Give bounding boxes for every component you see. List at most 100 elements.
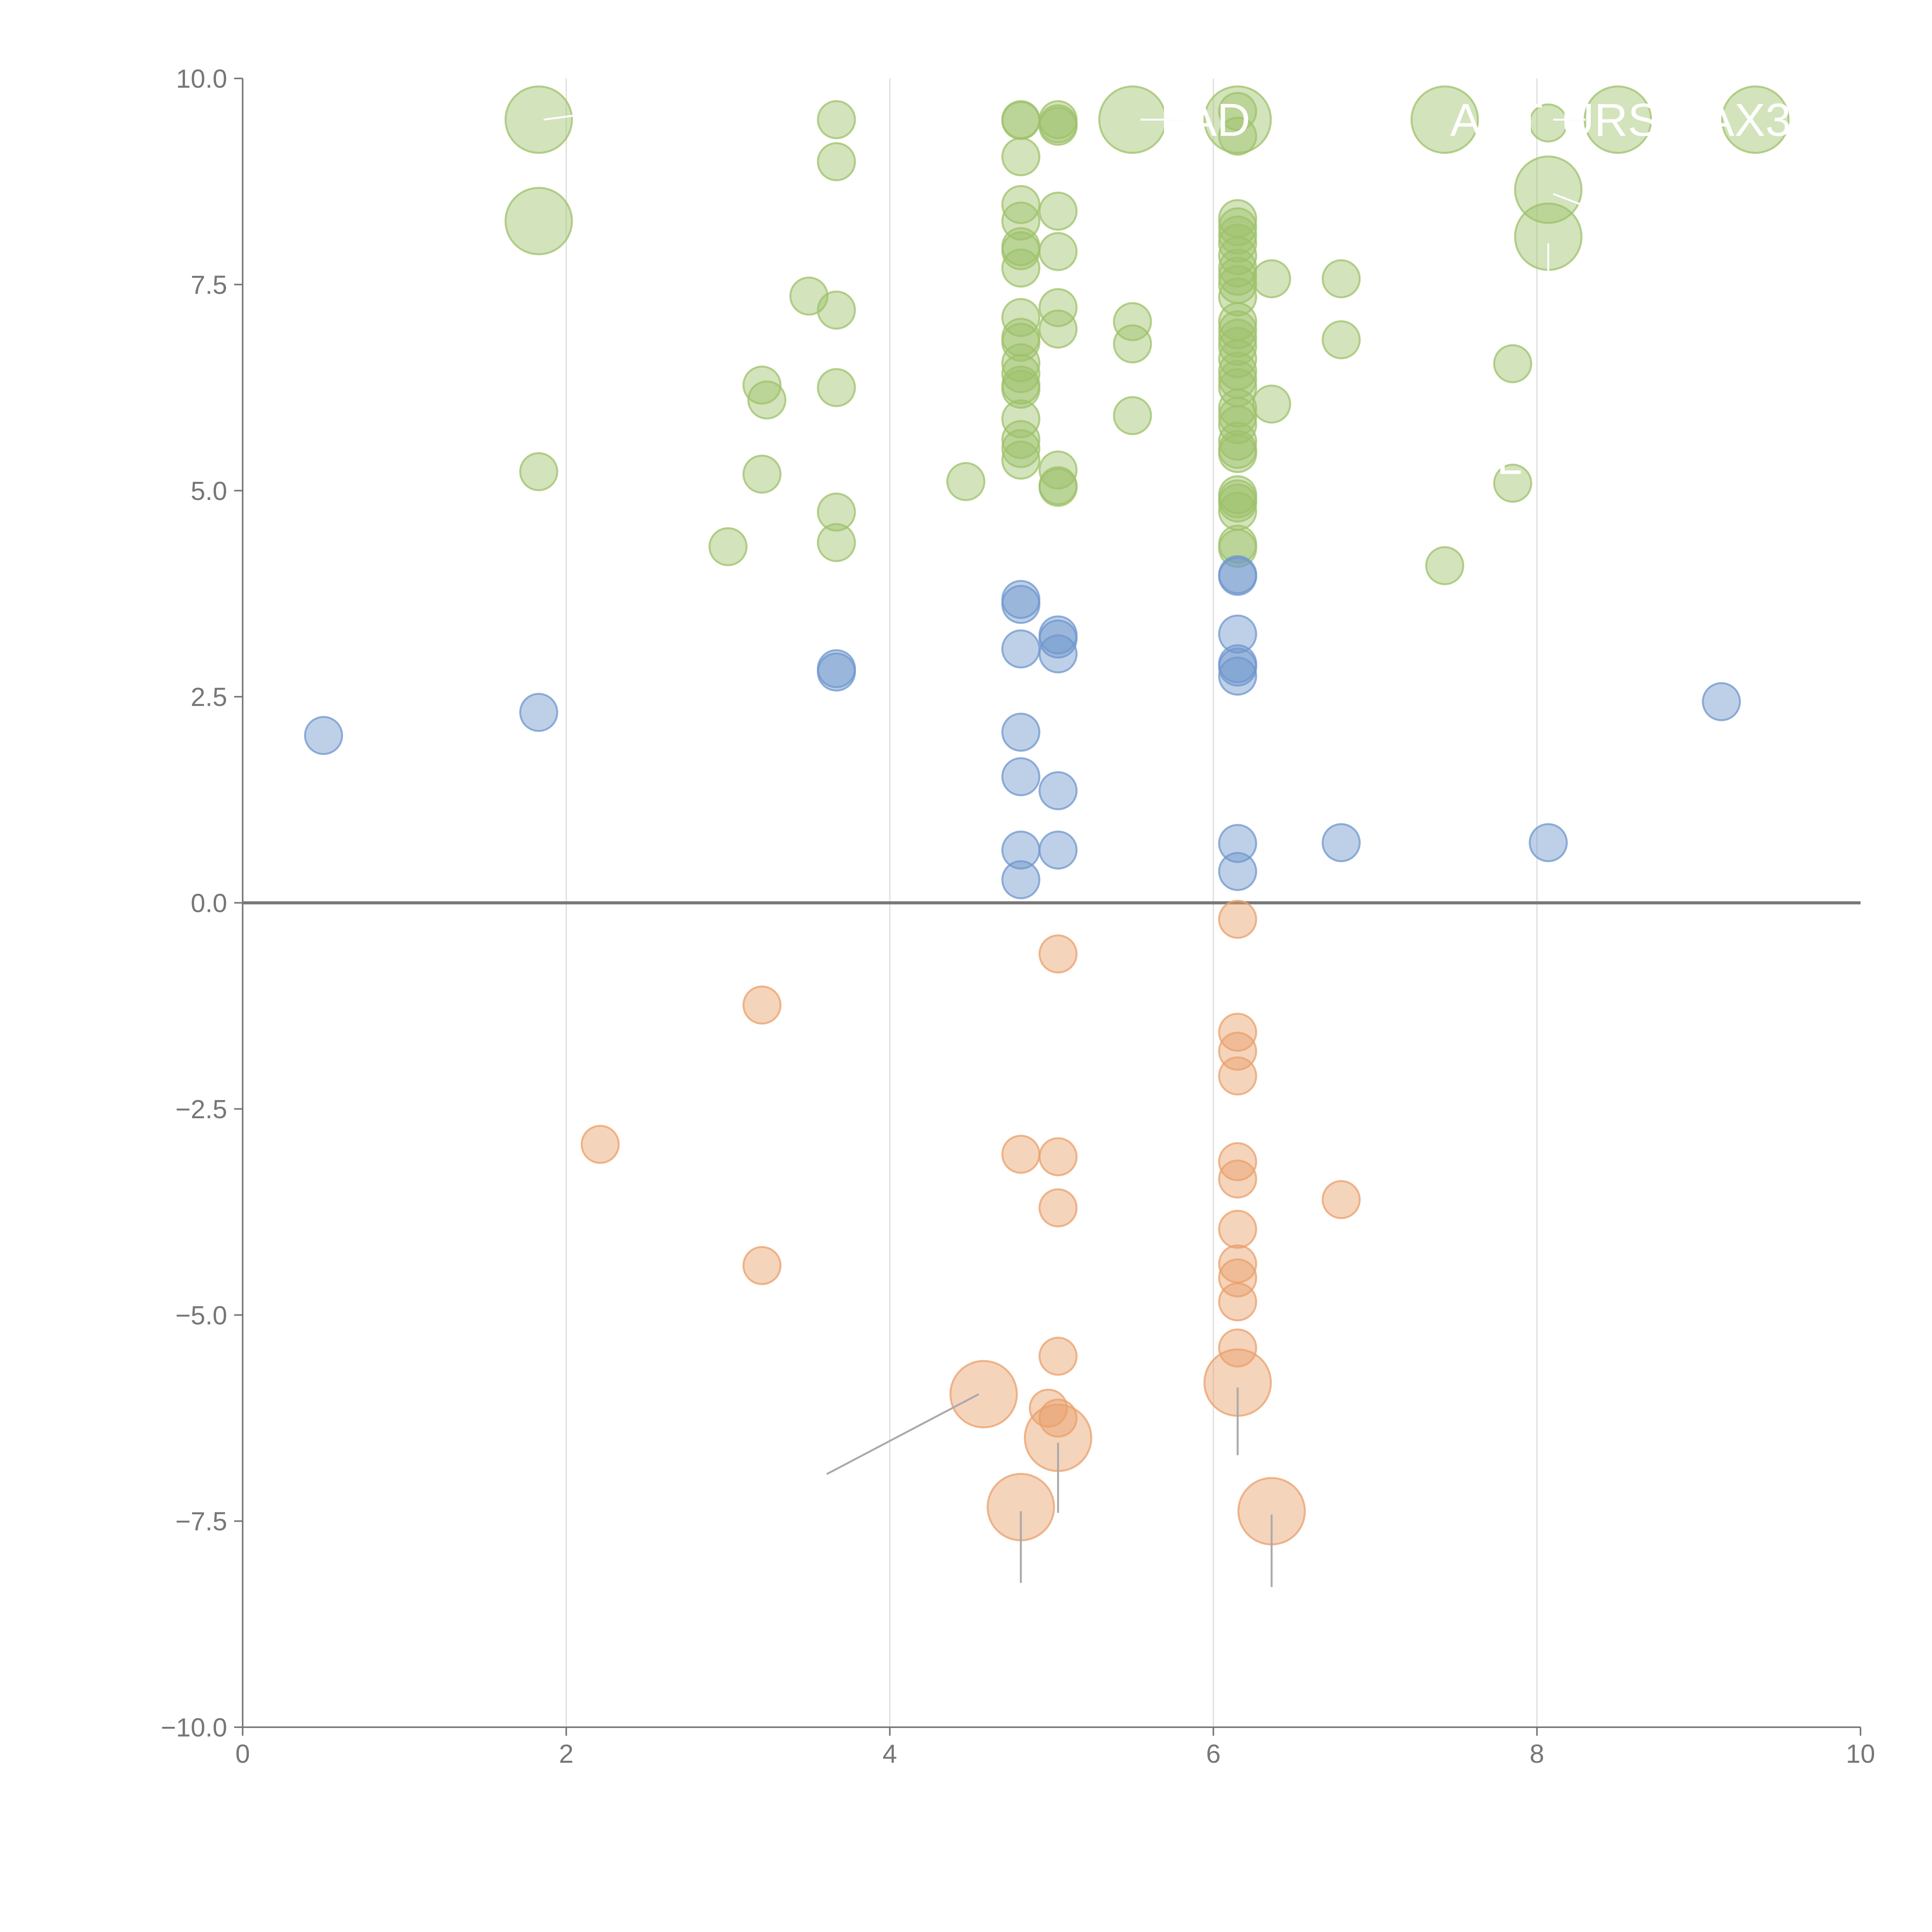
positive-point [1038, 450, 1078, 490]
positive-point [1038, 107, 1078, 146]
positive-point [1218, 116, 1257, 156]
positive-point [1203, 85, 1272, 154]
positive-point [946, 462, 986, 501]
positive-point [708, 527, 748, 566]
low-point [1001, 585, 1041, 624]
negative-point [1038, 1188, 1078, 1228]
negative-point [949, 1360, 1018, 1429]
positive-point [1038, 310, 1078, 349]
negative-point [742, 1246, 782, 1285]
low-point [519, 693, 558, 732]
positive-point [1218, 318, 1257, 358]
y-tick-label: 7.5 [190, 270, 227, 299]
negative-point [1218, 1282, 1257, 1321]
positive-point [747, 380, 787, 420]
positive-point [742, 366, 782, 405]
positive-point [1113, 302, 1152, 341]
low-point [1001, 860, 1041, 900]
annotation-leader-line-light [543, 114, 575, 121]
positive-point [1113, 396, 1152, 435]
x-tick-label: 10 [1846, 1739, 1875, 1769]
low-point [1001, 629, 1041, 668]
low-point [1218, 656, 1257, 696]
positive-point [519, 452, 558, 492]
negative-point [1218, 1209, 1257, 1249]
positive-point [789, 276, 828, 316]
negative-point [580, 1125, 620, 1164]
annotation-label: AX3 [1703, 94, 1791, 146]
positive-point [1001, 354, 1041, 393]
positive-point [1113, 324, 1152, 364]
negative-point [1038, 1398, 1078, 1438]
positive-point [1218, 483, 1257, 523]
positive-point [1001, 399, 1041, 439]
y-tick-label: −2.5 [175, 1095, 227, 1124]
leader-layer [543, 114, 1586, 1587]
axis-layer: 0 2 4 6 8 10 10.0 7.5 5.0 2.5 0.0 −2.5 −5.0 −7.5 −10.0 [161, 64, 1875, 1769]
annotation-label: L [1497, 432, 1522, 484]
positive-point [1218, 257, 1257, 296]
positive-point [1038, 191, 1078, 231]
negative-point [1038, 1137, 1078, 1177]
positive-point [742, 454, 782, 494]
positive-point [1425, 546, 1464, 585]
negative-point [1218, 900, 1257, 939]
low-point [1321, 823, 1361, 862]
positive-point [1001, 323, 1041, 362]
y-tick-label: 10.0 [176, 64, 227, 94]
x-tick-label: 4 [883, 1739, 897, 1769]
x-tick-label: 6 [1206, 1739, 1221, 1769]
positive-point [1218, 492, 1257, 531]
negative-point [1218, 1258, 1257, 1298]
positive-point [1218, 310, 1257, 350]
low-point [1038, 634, 1078, 673]
annotation-label: ACT [1450, 94, 1543, 146]
negative-point [1218, 1328, 1257, 1368]
positive-point [1218, 434, 1257, 473]
y-tick-label: −10.0 [161, 1713, 227, 1742]
negative-point [1218, 1142, 1257, 1181]
positive-point [1218, 422, 1257, 461]
positive-point [817, 368, 856, 407]
positive-point [1218, 215, 1257, 255]
low-point [1529, 823, 1568, 862]
annotation-label: URS [1561, 94, 1658, 146]
positive-point [1001, 440, 1041, 480]
positive-point [1218, 388, 1257, 428]
positive-point [1410, 85, 1479, 154]
y-tick-label: −7.5 [175, 1507, 227, 1536]
negative-point [1038, 1337, 1078, 1376]
points-layer [304, 85, 1790, 1546]
negative-point [1001, 1134, 1041, 1174]
low-point [1218, 647, 1257, 687]
positive-point [1493, 344, 1532, 383]
positive-point [1001, 248, 1041, 288]
annotation-layer: LAD ACT URS AX3 L [1160, 94, 1791, 484]
x-tick-label: 8 [1530, 1739, 1544, 1769]
low-point [1038, 771, 1078, 810]
positive-point [1529, 103, 1568, 143]
low-point [1038, 830, 1078, 870]
y-tick-label: 0.0 [190, 889, 227, 918]
negative-point [1321, 1180, 1361, 1219]
positive-point [1252, 384, 1291, 424]
positive-point [817, 523, 856, 562]
y-tick-label: 2.5 [190, 682, 227, 712]
x-tick-label: 0 [235, 1739, 250, 1769]
low-point [1218, 614, 1257, 654]
low-point [1038, 619, 1078, 659]
positive-point [1038, 468, 1078, 507]
positive-point [817, 492, 856, 532]
negative-point [742, 985, 782, 1025]
x-tick-label: 2 [559, 1739, 573, 1769]
positive-point [1038, 288, 1078, 327]
low-point [1702, 682, 1741, 721]
positive-point [1001, 137, 1041, 177]
low-point [1218, 852, 1257, 891]
low-point [304, 716, 343, 755]
positive-point [1493, 464, 1532, 503]
positive-point [1321, 320, 1361, 359]
positive-point [1001, 185, 1041, 224]
positive-point [1218, 236, 1257, 276]
